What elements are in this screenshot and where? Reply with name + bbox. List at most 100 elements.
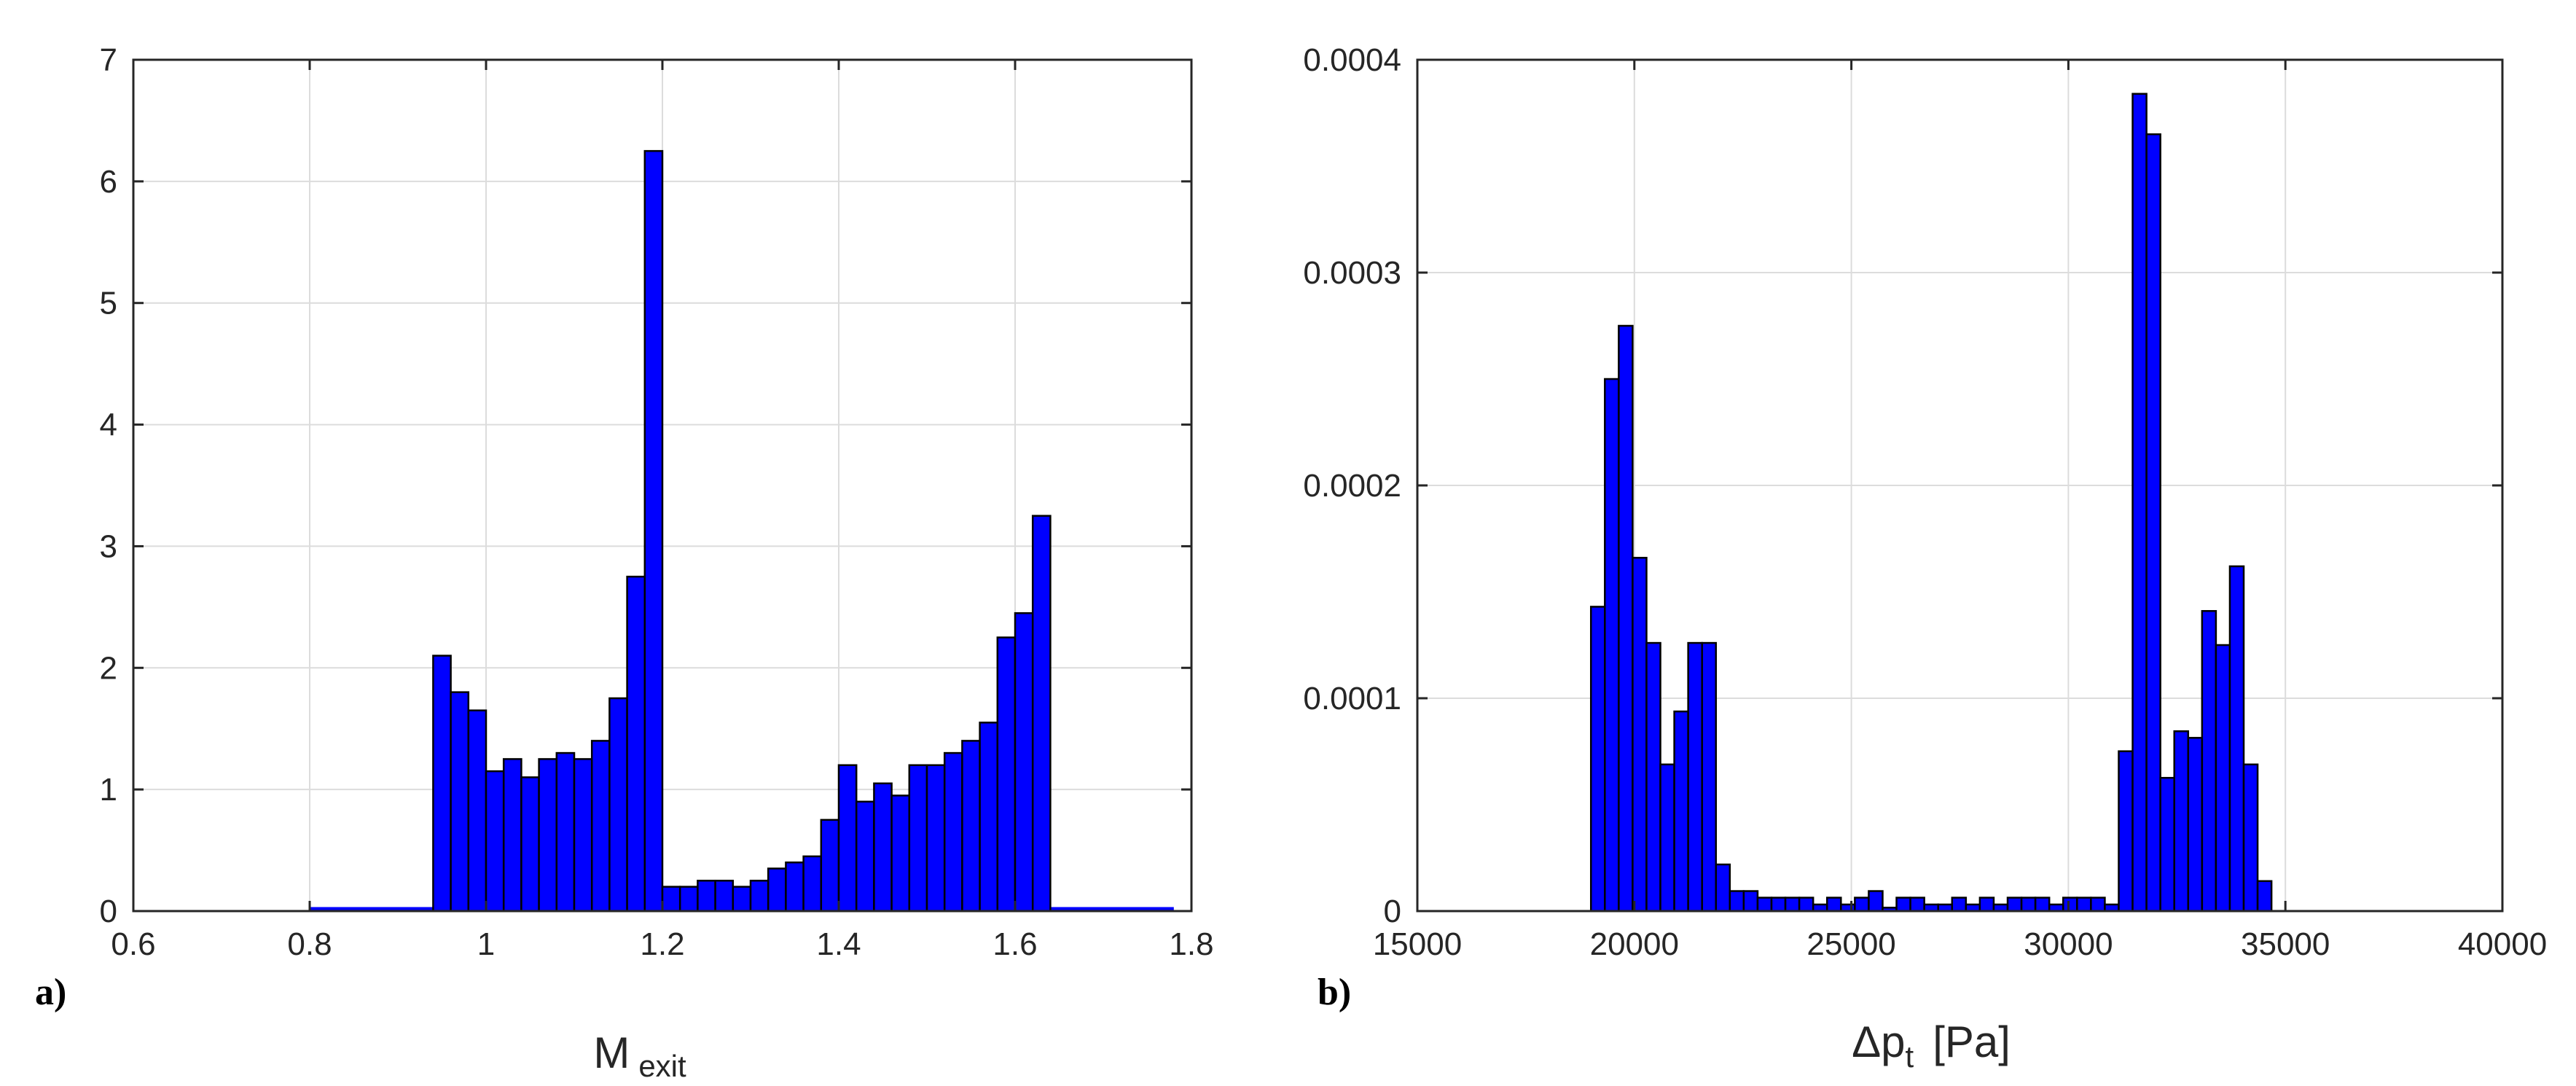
chart-a-bar (802, 855, 823, 913)
chart-b-x-tick-label: 20000 (1590, 926, 1679, 962)
chart-a-bars (310, 149, 1174, 913)
chart-b-bar (2062, 896, 2078, 913)
chart-b-bar (2090, 896, 2106, 913)
chart-b-y-tick-label: 0 (1384, 894, 1401, 929)
chart-b-bar (2228, 565, 2245, 913)
chart-a-x-tick-label: 1.8 (1169, 926, 1213, 962)
chart-b-bar (2187, 737, 2204, 913)
chart-b-bar (2118, 750, 2134, 913)
chart-a-bar (626, 575, 646, 913)
chart-a-bar (485, 770, 505, 913)
chart-b-bar (1715, 863, 1731, 913)
chart-b-bar (2034, 896, 2051, 913)
chart-a-bar (996, 636, 1017, 913)
chart-a-bar (502, 758, 522, 913)
chart-a-y-tick-label: 3 (100, 528, 117, 564)
chart-b-bar (1798, 896, 1814, 913)
chart-a-x-axis-label-sub: exit (638, 1049, 686, 1083)
chart-a-bar (697, 880, 716, 913)
chart-a-bar (908, 764, 928, 913)
chart-a-bar (608, 697, 628, 913)
chart-b-bar (2020, 896, 2037, 913)
chart-a-bar (467, 709, 488, 913)
chart-b-bar (1589, 606, 1606, 913)
chart-b-y-tick-label: 0.0001 (1303, 681, 1401, 716)
chart-b-x-tick-label: 35000 (2241, 926, 2330, 962)
chart-a-bar (820, 819, 840, 913)
chart-a-bar (1031, 515, 1052, 913)
chart-b-x-tick-label: 30000 (2024, 926, 2113, 962)
chart-b-x-axis-label-main: Δp (1852, 1017, 1905, 1066)
chart-b-bar (2201, 610, 2217, 913)
chart-a-bar (661, 886, 681, 913)
chart-a-bar (450, 691, 470, 913)
chart-a-y-tick-label: 2 (100, 650, 117, 686)
chart-b-bar (2006, 896, 2023, 913)
chart-a-bar (749, 880, 770, 913)
chart-b-y-tick-label: 0.0002 (1303, 468, 1401, 504)
chart-b-bar (1784, 896, 1801, 913)
chart-a-tick-labels: 0.6 0.8 1 1.2 1.4 1.6 1.8 0 1 2 3 4 5 6 7 (100, 42, 1214, 962)
chart-b-bar (2242, 763, 2259, 913)
chart-b-y-tick-label: 0.0004 (1303, 42, 1401, 78)
chart-a-bar (979, 722, 999, 913)
chart-b-bar (1770, 896, 1787, 913)
chart-b-bar (1895, 896, 1911, 913)
chart-b-bar (1909, 896, 1925, 913)
chart-b-grid (1417, 59, 2503, 912)
chart-a-x-axis-label-main: M (593, 1028, 630, 1077)
chart-b-x-tick-label: 40000 (2458, 926, 2547, 962)
chart-b-bar (2076, 896, 2092, 913)
chart-a-y-tick-label: 1 (100, 772, 117, 808)
chart-b-bar (1645, 641, 1661, 913)
chart-b-y-tick-label: 0.0003 (1303, 255, 1401, 291)
chart-b-x-axis-label-sub: t (1906, 1039, 1914, 1074)
chart-a-y-tick-label: 5 (100, 286, 117, 321)
chart-b-bar (1618, 324, 1634, 913)
chart-b-bar (2159, 776, 2175, 913)
chart-a-bar (767, 867, 787, 913)
chart-b-bar (1659, 763, 1675, 913)
chart-a-bar (961, 740, 981, 913)
chart-a-bar (432, 655, 452, 913)
chart-b-tick-labels: 15000 20000 25000 30000 35000 40000 0 0.0001 0.0… (1303, 42, 2547, 962)
chart-a-axes (132, 58, 1193, 913)
chart-b: 15000 20000 25000 30000 35000 40000 0 0.0001 0.0… (1303, 42, 2547, 1074)
chart-b-bar (1729, 890, 1745, 913)
chart-b-bar (1951, 896, 1968, 913)
chart-a-bar (555, 751, 576, 913)
chart-a-bar (678, 886, 699, 913)
chart-b-bar (1742, 890, 1759, 913)
chart-a-bar (520, 776, 540, 913)
chart-b-bar (1868, 890, 1884, 913)
chart-a-x-tick-label: 1 (477, 926, 495, 962)
chart-b-bar (2173, 730, 2190, 913)
chart-b-bar (2145, 133, 2161, 913)
chart-b-x-axis-label-unit: [Pa] (1933, 1017, 2011, 1066)
chart-a-y-tick-label: 0 (100, 894, 117, 929)
chart-a-bar (890, 794, 911, 913)
chart-b-bar (2131, 93, 2148, 913)
chart-a-bar (590, 740, 611, 913)
chart-a-x-tick-label: 1.2 (640, 926, 684, 962)
chart-b-bar (1854, 896, 1870, 913)
chart-a-y-tick-label: 4 (100, 407, 117, 443)
chart-a-y-tick-label: 6 (100, 164, 117, 200)
chart-b-x-tick-label: 15000 (1373, 926, 1462, 962)
chart-b-panel-label: b) (1318, 972, 1351, 1013)
chart-b-bar (1825, 896, 1842, 913)
chart-a-panel-label: a) (35, 972, 66, 1013)
chart-a-x-tick-label: 1.6 (993, 926, 1037, 962)
chart-a-bar (538, 758, 558, 913)
chart-b-bar (2215, 644, 2231, 913)
chart-b-axes (1416, 58, 2504, 913)
chart-b-x-axis-label: Δpt [Pa] (1852, 1017, 2011, 1074)
chart-b-bar (1978, 896, 1995, 913)
chart-a-bar (943, 751, 963, 913)
chart-b-bar (2256, 880, 2273, 913)
chart-b-bar (1632, 557, 1648, 913)
chart-a-x-tick-label: 1.4 (816, 926, 861, 962)
chart-a-bar (714, 880, 735, 913)
